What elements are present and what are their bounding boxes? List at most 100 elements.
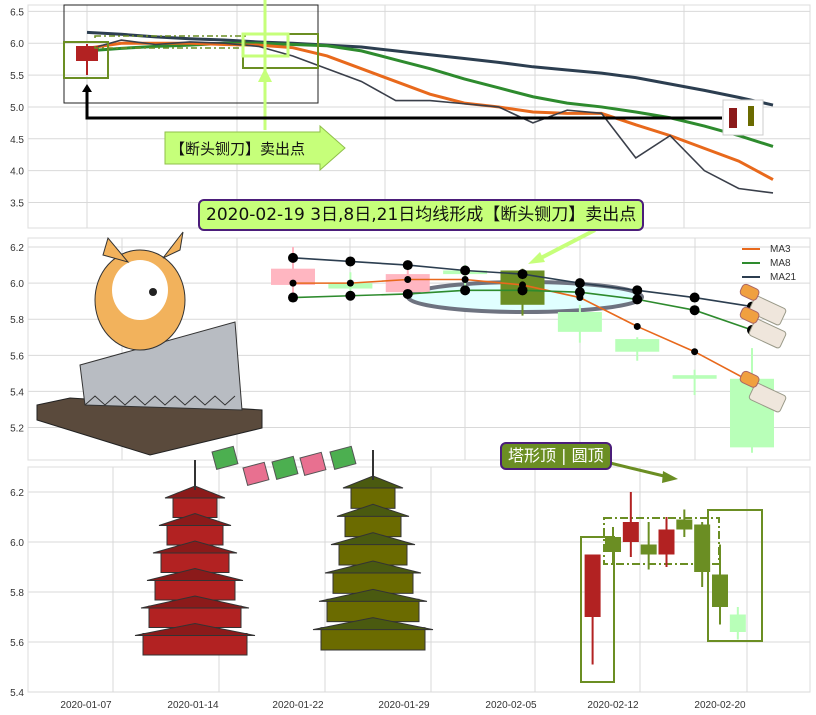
ma-point [345, 256, 356, 267]
cleaver-icon [739, 370, 787, 413]
annotation-arrow [609, 461, 669, 479]
y-tick-label: 5.2 [10, 424, 24, 435]
house-arrow-icon [329, 445, 357, 470]
x-tick-label: 2020-01-29 [378, 700, 430, 711]
olive-pagoda-icon [312, 450, 434, 651]
y-tick-label: 4.5 [10, 135, 24, 146]
candle-body [385, 274, 430, 293]
guillotine-blade [79, 321, 243, 411]
y-tick-label: 5.4 [10, 688, 24, 699]
candle-body [615, 339, 660, 352]
ma-point [574, 287, 585, 298]
ma-point [402, 288, 413, 299]
ma-point [288, 252, 298, 263]
ma-point [346, 279, 354, 287]
sell-point-label: 【断头铡刀】卖出点 [170, 140, 306, 158]
candle [622, 492, 639, 557]
corgi-ear [102, 236, 130, 263]
house-arrow-icon [242, 461, 270, 486]
legend-entry-ma3: MA3 [742, 242, 796, 256]
candle [729, 607, 746, 640]
y-tick-label: 5.4 [10, 387, 24, 398]
pattern-box [707, 509, 763, 642]
pagoda-icon [729, 108, 737, 128]
candle-body [605, 537, 621, 552]
cleaver-icon [739, 306, 787, 349]
ma-point [632, 294, 643, 305]
candle-body [694, 524, 711, 572]
connector-arrow [85, 90, 722, 120]
x-tick-label: 2020-02-12 [587, 700, 639, 711]
candle-body [640, 544, 657, 555]
candle [605, 527, 621, 565]
candle [694, 522, 711, 587]
pagoda-roof [330, 532, 416, 546]
ma-point [402, 260, 413, 271]
guillotine-annotation: 2020-02-19 3日,8日,21日均线形成【断头铡刀】卖出点 [198, 199, 645, 231]
y-tick-label: 5.8 [10, 588, 24, 599]
corgi-guillotine-illustration [36, 231, 263, 456]
candle-body [622, 522, 639, 542]
y-tick-label: 5.5 [10, 71, 24, 82]
candle-body [584, 554, 601, 617]
legend-swatch [742, 276, 760, 278]
y-tick-label: 5.6 [10, 638, 24, 649]
arrow-right-icon [164, 124, 346, 172]
arrow-head-icon [528, 252, 545, 264]
pagoda-roof [318, 588, 428, 602]
plot-area [27, 466, 811, 693]
y-tick-label: 3.5 [10, 199, 24, 210]
ma-point [345, 290, 356, 301]
y-tick-label: 4.0 [10, 167, 24, 178]
candle-body [557, 312, 602, 332]
ma-point [404, 276, 412, 284]
ma-point [689, 305, 700, 316]
ma-point [574, 278, 585, 289]
y-tick-label: 6.2 [10, 488, 24, 499]
dashed-box [603, 517, 720, 565]
legend-label: MA3 [770, 243, 791, 255]
house-arrow-icon [271, 455, 299, 480]
blade-teeth [84, 395, 236, 406]
corgi-ear [162, 231, 184, 259]
pagoda-roof [342, 475, 404, 489]
ma-point [691, 348, 699, 356]
cleaver-blade [748, 295, 787, 326]
candle [672, 369, 717, 396]
arrow-head-icon [662, 471, 678, 483]
cleaver-handle [739, 370, 760, 388]
y-tick-label: 6.5 [10, 7, 24, 18]
candle [712, 544, 728, 625]
corgi-chest [112, 260, 168, 320]
candle-body [729, 614, 746, 632]
legend-label: MA21 [770, 271, 797, 283]
candle [557, 304, 602, 343]
y-tick-label: 6.0 [10, 39, 24, 50]
pagoda-roof [324, 560, 422, 574]
candle [615, 337, 660, 361]
x-tick-label: 2020-01-07 [60, 700, 112, 711]
y-tick-label: 6.0 [10, 538, 24, 549]
ma-point [460, 285, 471, 296]
line-close [86, 39, 774, 194]
ma-point [689, 292, 700, 303]
dashed-box [94, 35, 246, 49]
pagoda-floor [142, 633, 248, 656]
y-tick-label: 5.0 [10, 103, 24, 114]
y-tick-label: 6.2 [10, 243, 24, 254]
arrow-up-icon [82, 84, 92, 92]
ma-point [460, 265, 471, 276]
pattern-box [580, 536, 615, 683]
house-arrow-icon [211, 445, 239, 470]
ma-point [288, 292, 298, 303]
candle [676, 509, 693, 537]
cleaver-handle [739, 306, 760, 324]
ma-point [517, 269, 528, 280]
pagoda-roof [158, 512, 232, 526]
house-arrow-icon [299, 451, 327, 476]
arrow-up-icon [258, 68, 272, 82]
candle-body [672, 375, 717, 379]
pagoda-roof [164, 485, 226, 499]
annotation-arrow [536, 228, 596, 262]
